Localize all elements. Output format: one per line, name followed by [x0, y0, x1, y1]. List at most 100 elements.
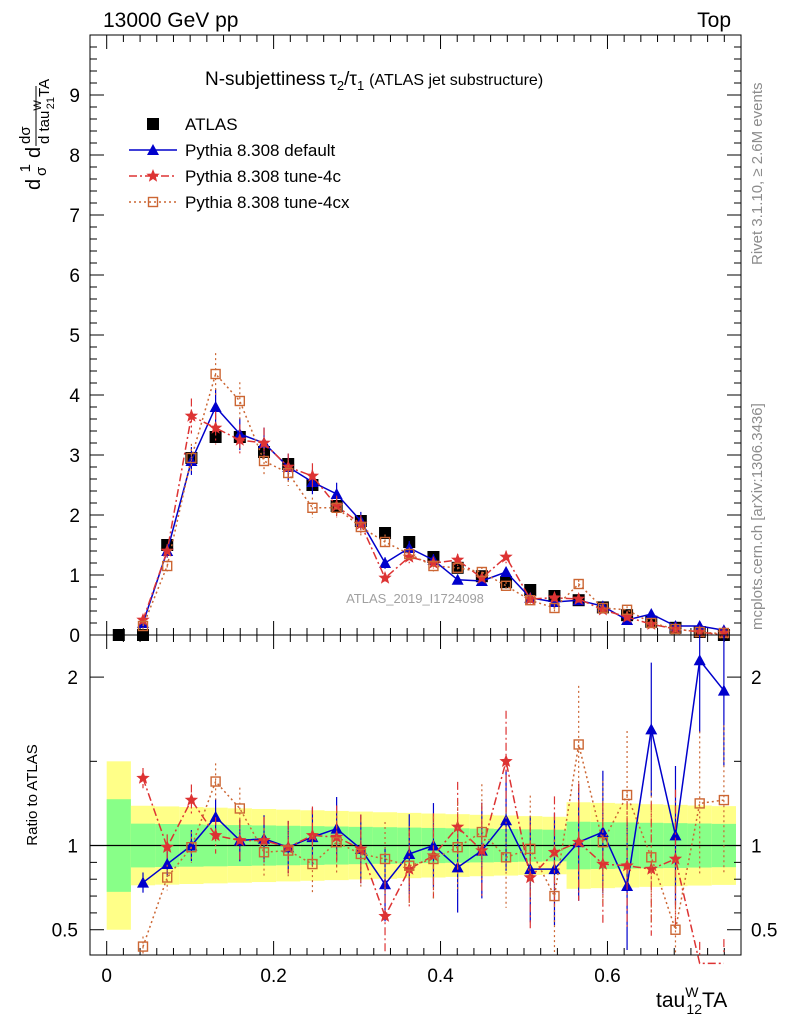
tune4cx-point [404, 860, 415, 871]
legend-label: Pythia 8.308 tune-4cx [185, 193, 350, 212]
tune4cx-point [210, 368, 221, 380]
tune4c-point [354, 517, 368, 530]
tune4c-point [668, 852, 683, 865]
tune4c-point [475, 571, 489, 584]
tune4cx-point [307, 502, 318, 513]
svg-text:d 1: d 1 [17, 164, 45, 190]
tune4cx-point [670, 623, 681, 635]
ratio-ytick-label: 2 [67, 668, 78, 689]
ratio-ytick-label-right: 1 [751, 837, 762, 858]
ratio-axis: 0 0.2 0.4 0.6 0.5 0.5 1 1 2 2 [52, 634, 777, 987]
tune4c-point [644, 862, 658, 875]
default-point [330, 488, 343, 499]
tune4cx-point [307, 858, 318, 870]
tune4c-point [305, 469, 320, 482]
tune4c-point [596, 602, 610, 616]
title-slash: / [344, 69, 350, 90]
tune4cx-point [573, 739, 584, 750]
tune4cx-point [186, 842, 197, 853]
main-ytick-label: 5 [69, 326, 80, 347]
tune4cx-point [210, 776, 221, 787]
tune4c-point [136, 771, 150, 784]
default-point [669, 829, 682, 841]
ratio-series-layer [90, 635, 741, 965]
xlabel-sub: 12 [686, 1001, 702, 1017]
main-ytick-label: 9 [69, 86, 80, 107]
tune4cx-point [428, 853, 439, 865]
tune4cx-point [331, 836, 342, 848]
default-point [645, 608, 658, 619]
default-point [209, 810, 222, 822]
ylabel-tail: TA [36, 79, 53, 97]
ylabel-sigma: σ [33, 166, 50, 176]
tune4cx-point [621, 789, 633, 801]
energy-label: 13000 GeV pp [103, 9, 238, 32]
tune4c-point [620, 610, 634, 623]
default-point [548, 863, 561, 875]
tune4cx-point [234, 395, 246, 407]
ylabel-sup: W [32, 100, 44, 111]
tune4c-point [330, 499, 344, 512]
tune4c-point [378, 571, 392, 584]
legend: ATLAS Pythia 8.308 default Pythia 8.308 tu… [129, 115, 350, 212]
tune4cx-point [476, 826, 488, 838]
tune4cx-point [670, 924, 681, 935]
default-point [403, 847, 416, 859]
ratio-xtick-label: 0.4 [427, 966, 454, 987]
tune4cx-point [162, 560, 173, 572]
tune4cx-point [621, 604, 633, 615]
tune4cx-point [597, 602, 609, 614]
tune4c-point [572, 592, 586, 605]
title-sub1: 1 [357, 78, 364, 93]
rivet-label: Rivet 3.1.10, ≥ 2.6M events [749, 83, 766, 266]
tune4cx-point [525, 595, 536, 606]
tune4cx-point [258, 847, 270, 858]
tune4c-point [572, 835, 586, 848]
ratio-ytick-label: 1 [67, 837, 78, 858]
tune4cx-point [186, 452, 197, 464]
tune4c-point [184, 793, 199, 806]
main-ytick-label: 3 [69, 446, 80, 467]
tune4c-point [354, 841, 368, 855]
tune4c-point [451, 553, 465, 566]
tune4c-point [402, 862, 416, 875]
tune4c-point [499, 754, 513, 767]
tune4cx-point [549, 890, 560, 902]
tune4c-point [233, 833, 247, 847]
tune4cx-point [379, 853, 391, 865]
tune4c-point [257, 436, 271, 449]
tune4c-point [209, 828, 223, 842]
default-point [403, 542, 416, 553]
tune4c-point [620, 858, 634, 872]
default-point [147, 144, 159, 155]
tune4c-point [184, 409, 199, 422]
ylabel-one: 1 [17, 164, 34, 172]
ylabel-d2: d [23, 147, 45, 158]
ylabel-dsigma: dσ [17, 126, 34, 144]
tune4cx-point [476, 566, 488, 578]
title-main: N-subjettiness [205, 69, 325, 90]
xlabel-tail: TA [702, 989, 727, 1012]
main-ytick-label: 6 [69, 266, 80, 287]
tune4cx-point [355, 521, 367, 533]
ratio-frame [89, 634, 742, 956]
title-tau1: τ [349, 69, 357, 90]
ylabel-denominator: d tauW21TA [32, 79, 57, 144]
default-point [379, 557, 392, 568]
title-sub2: 2 [337, 78, 344, 93]
ratio-xtick-label: 0 [101, 966, 112, 987]
tune4c-point [209, 421, 223, 434]
tune4cx-point [500, 852, 512, 863]
main-ytick-label: 0 [69, 626, 80, 647]
default-point [717, 684, 730, 696]
tune4c-point [547, 590, 562, 604]
legend-label: ATLAS [185, 115, 238, 134]
ratio-ytick-label: 0.5 [52, 921, 78, 942]
ylabel-d: d [23, 179, 45, 190]
main-ytick-label: 1 [69, 566, 80, 587]
tune4cx-point [283, 467, 294, 479]
tune4cx-point [573, 578, 584, 590]
tune4c-point [146, 169, 160, 182]
tune4c-point [451, 820, 465, 833]
